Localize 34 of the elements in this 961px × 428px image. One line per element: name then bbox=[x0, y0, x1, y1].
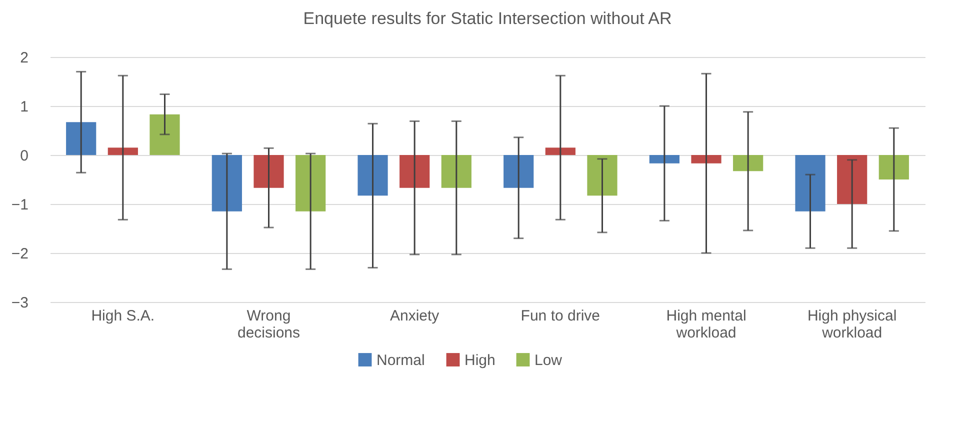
y-tick-label: −1 bbox=[11, 196, 28, 214]
bar bbox=[587, 155, 618, 196]
y-tick-label: 1 bbox=[20, 98, 28, 116]
bar bbox=[296, 155, 326, 212]
bar bbox=[441, 155, 472, 188]
bar bbox=[878, 155, 909, 180]
bar bbox=[150, 114, 180, 155]
x-tick-label: Anxiety bbox=[390, 308, 440, 324]
bar bbox=[66, 122, 96, 155]
legend-label: Normal bbox=[376, 352, 425, 369]
bar bbox=[545, 148, 576, 155]
y-tick-label: 0 bbox=[20, 148, 28, 164]
bar bbox=[108, 148, 138, 155]
bar bbox=[212, 155, 242, 212]
bar bbox=[733, 155, 764, 172]
x-tick-label: High S.A. bbox=[91, 308, 155, 324]
x-tick-label: Wrong decisions bbox=[237, 308, 300, 342]
x-tick-label: Fun to drive bbox=[520, 308, 600, 324]
bar bbox=[649, 155, 680, 164]
x-tick-label: High physical workload bbox=[807, 308, 897, 342]
x-tick-label: High mental workload bbox=[666, 308, 746, 342]
y-tick-label: −3 bbox=[11, 294, 28, 312]
bar bbox=[691, 155, 722, 164]
bar bbox=[504, 155, 534, 188]
bar bbox=[795, 155, 826, 212]
y-tick-label: −2 bbox=[11, 246, 28, 262]
chart-title: Enquete results for Static Intersection without AR bbox=[303, 9, 672, 28]
bar bbox=[837, 155, 868, 204]
bar bbox=[358, 155, 388, 196]
legend-label: High bbox=[464, 352, 496, 369]
legend-label: Low bbox=[534, 352, 562, 369]
bar bbox=[254, 155, 284, 188]
bar bbox=[400, 155, 430, 188]
y-tick-label: 2 bbox=[20, 50, 28, 66]
